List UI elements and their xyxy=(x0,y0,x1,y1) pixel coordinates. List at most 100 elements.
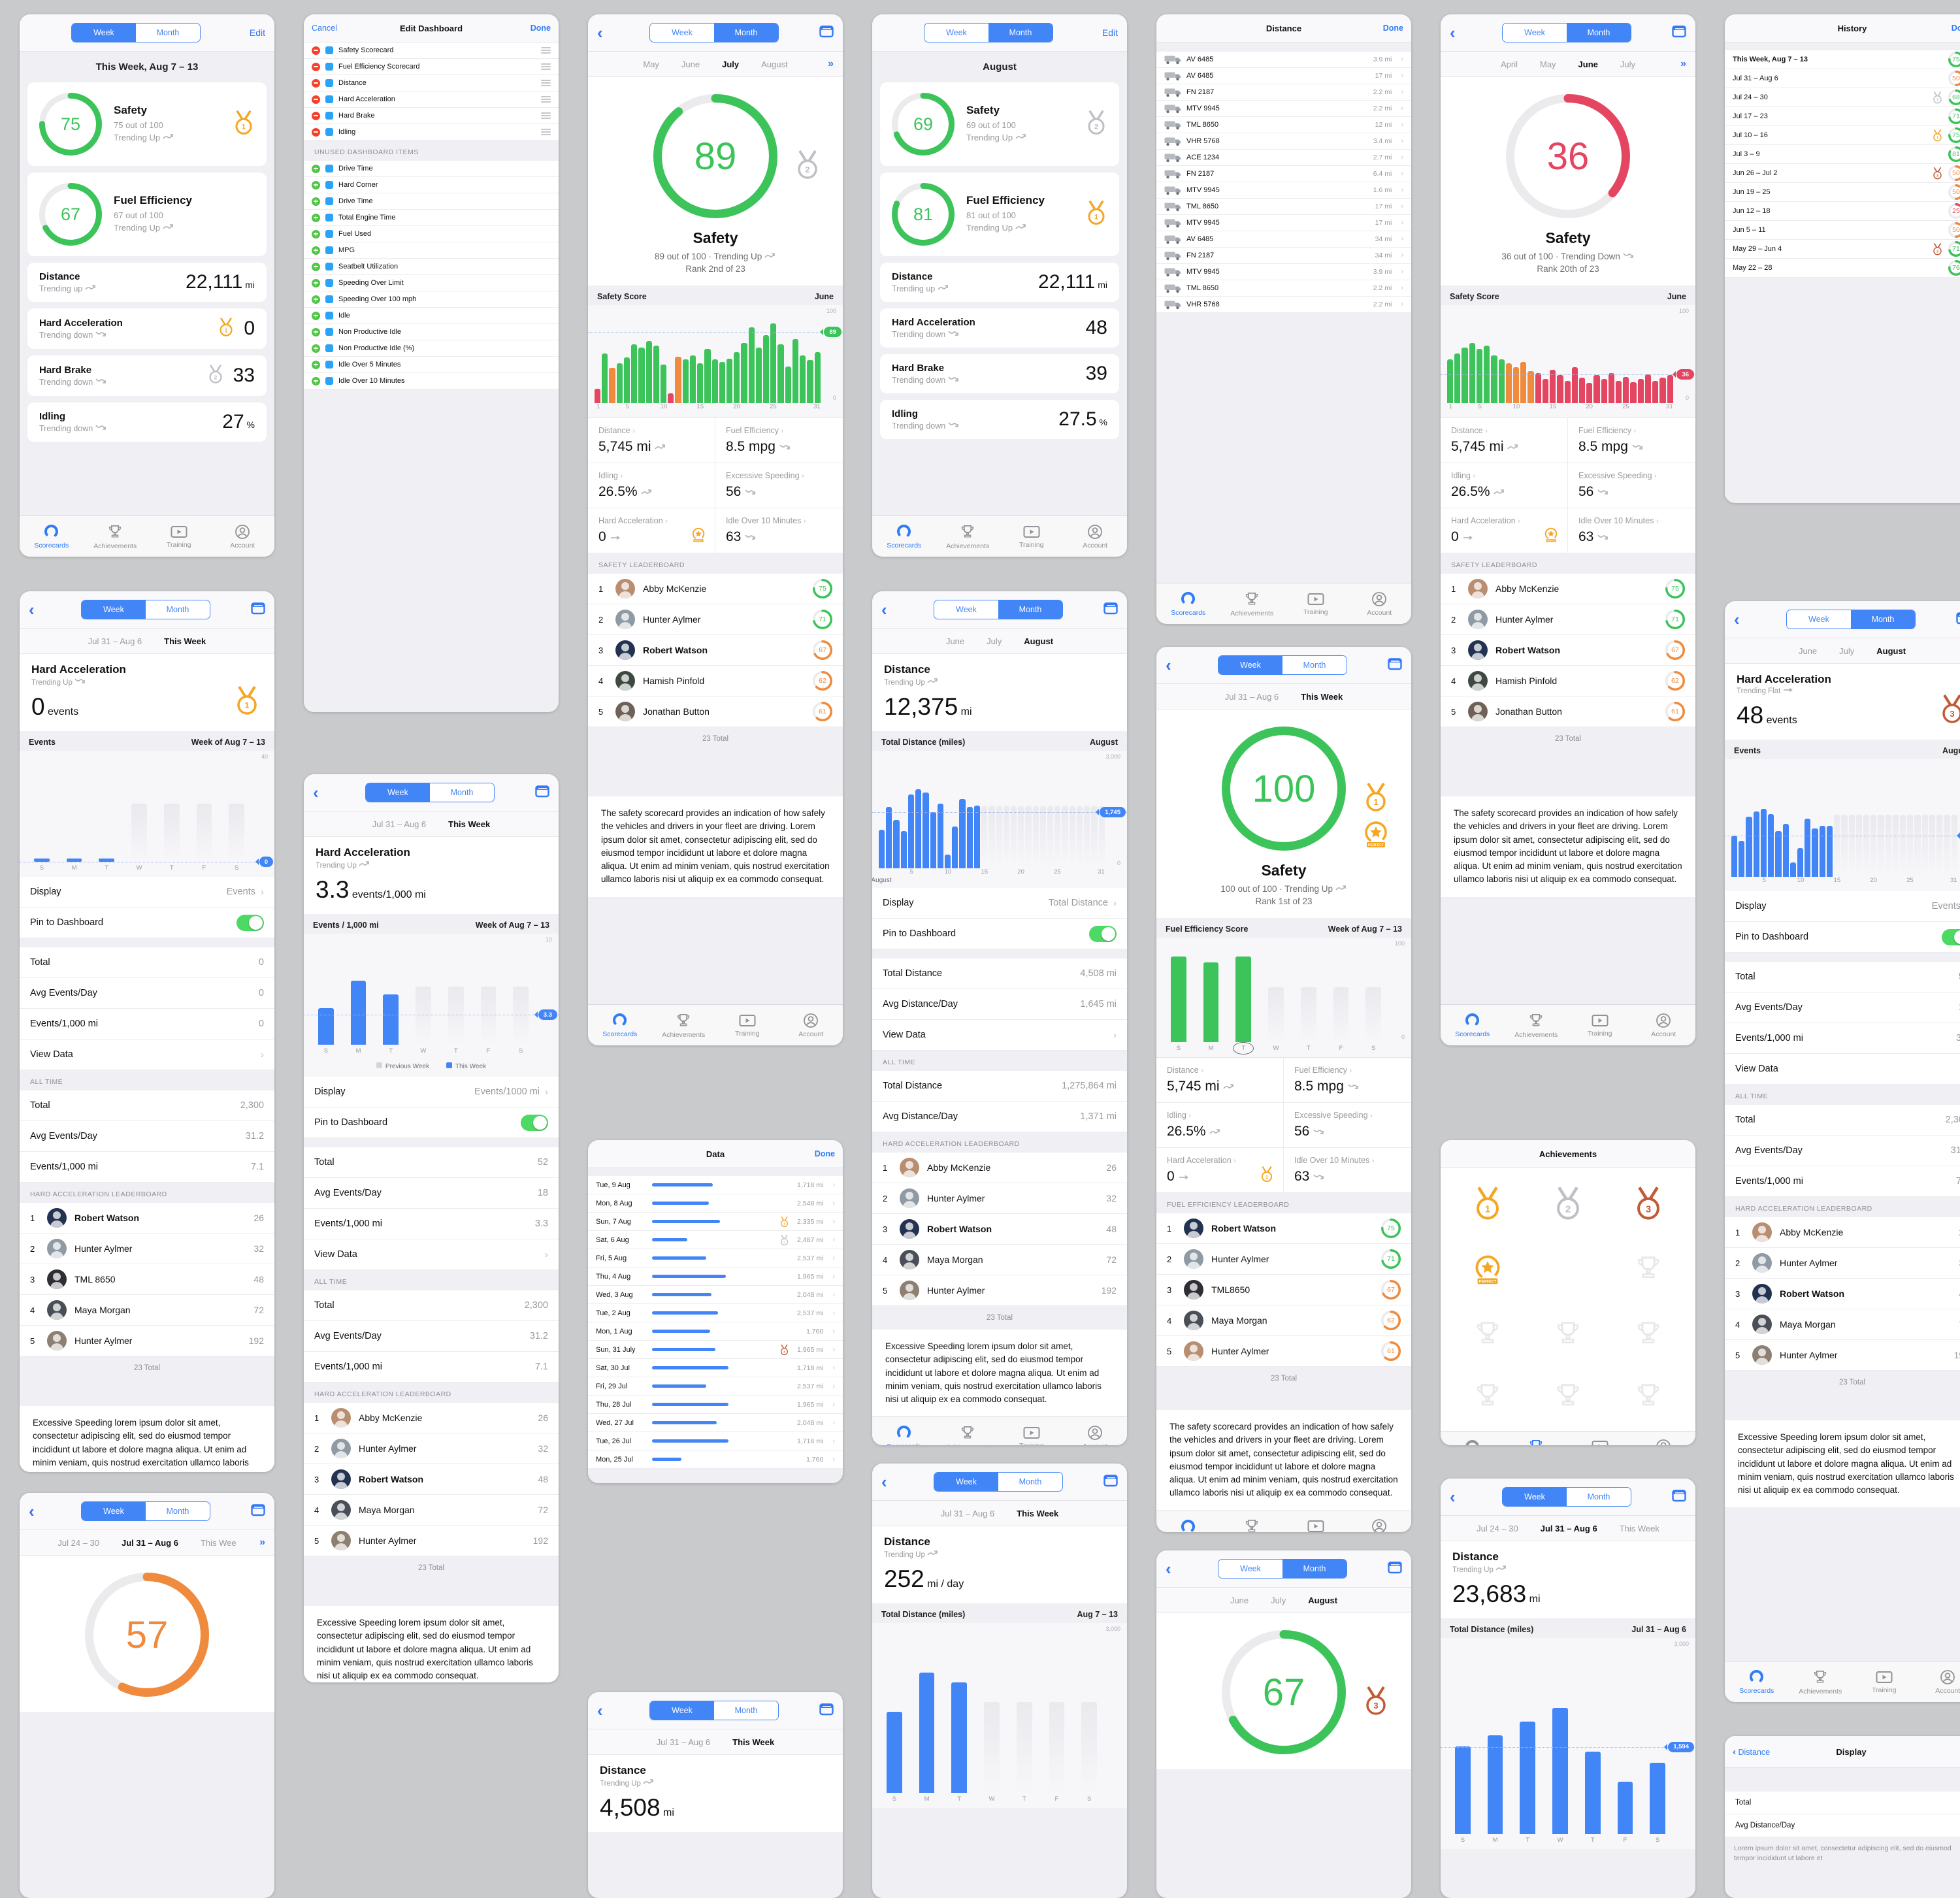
achievement-slot[interactable] xyxy=(1553,1318,1583,1352)
calendar-icon[interactable] xyxy=(1956,612,1960,625)
tab-training[interactable]: Training xyxy=(1852,1661,1916,1702)
done-button[interactable]: Done xyxy=(1940,24,1960,33)
settings-row[interactable]: View Data› xyxy=(304,1239,559,1270)
stat-cell[interactable]: Hard Acceleration ›0 1 xyxy=(1156,1148,1284,1193)
history-row[interactable]: Jul 24 – 30 2 68› xyxy=(1725,88,1960,107)
tab-scorecards[interactable]: Scorecards xyxy=(1725,1661,1789,1702)
back-to-distance[interactable]: ‹ Distance xyxy=(1733,1746,1770,1758)
calendar-icon[interactable] xyxy=(535,785,549,798)
toggle-week[interactable]: Week xyxy=(1503,1488,1567,1506)
toggle-week[interactable]: Week xyxy=(924,24,988,42)
pager-item[interactable]: May xyxy=(643,59,659,69)
add-icon[interactable] xyxy=(312,328,320,336)
achievement-slot[interactable]: 1 xyxy=(1473,1185,1503,1224)
toggle-week[interactable]: Week xyxy=(650,1701,714,1720)
add-icon[interactable] xyxy=(312,279,320,287)
stat-cell[interactable]: Fuel Efficiency ›8.5 mpg xyxy=(715,418,843,463)
tab-scorecards[interactable]: Scorecards xyxy=(1156,583,1220,624)
history-row[interactable]: Jul 31 – Aug 6 50› xyxy=(1725,69,1960,88)
back-button[interactable]: ‹ xyxy=(1166,658,1177,672)
pager-item[interactable]: Jul 31 – Aug 6 xyxy=(1225,692,1279,702)
settings-row[interactable]: View Data› xyxy=(872,1020,1127,1051)
toggle-month[interactable]: Month xyxy=(1282,656,1347,674)
toggle-week[interactable]: Week xyxy=(366,783,430,802)
tab-account[interactable]: Account xyxy=(1632,1005,1696,1045)
done-button[interactable]: Done xyxy=(1372,24,1403,33)
toggle-week[interactable]: Week xyxy=(1218,1560,1282,1578)
back-button[interactable]: ‹ xyxy=(597,25,609,40)
pager-item[interactable]: August xyxy=(1024,636,1053,646)
calendar-icon[interactable] xyxy=(1103,602,1118,615)
pager-forward-icon[interactable]: » xyxy=(828,58,834,70)
toggle-month[interactable]: Month xyxy=(988,24,1053,42)
data-row[interactable]: Fri, 5 Aug 2,537 mi› xyxy=(588,1249,843,1268)
back-button[interactable]: ‹ xyxy=(29,1504,41,1518)
data-row[interactable]: Fri, 29 Jul 2,537 mi› xyxy=(588,1377,843,1396)
tab-achievements[interactable]: Achievements xyxy=(1505,1432,1569,1445)
pager-item[interactable]: July xyxy=(987,636,1002,646)
calendar-icon[interactable] xyxy=(1388,1561,1402,1574)
settings-row[interactable]: Avg Distance/Day✓ xyxy=(1725,1814,1960,1837)
tab-achievements[interactable]: Achievements xyxy=(652,1005,716,1045)
nav-right-link[interactable]: Edit xyxy=(1102,27,1118,38)
remove-icon[interactable] xyxy=(312,112,320,120)
calendar-icon[interactable] xyxy=(819,1703,834,1716)
calendar-icon[interactable] xyxy=(251,1503,265,1516)
pager-item[interactable]: This Week xyxy=(1620,1524,1659,1533)
add-icon[interactable] xyxy=(312,181,320,189)
history-row[interactable]: This Week, Aug 7 – 13 75› xyxy=(1725,50,1960,69)
back-button[interactable]: ‹ xyxy=(597,1703,609,1718)
stat-cell[interactable]: Fuel Efficiency ›8.5 mpg xyxy=(1568,418,1695,463)
pager-item[interactable]: August xyxy=(1308,1595,1337,1605)
stat-cell[interactable]: Excessive Speeding ›56 xyxy=(1284,1103,1411,1148)
drag-handle-icon[interactable] xyxy=(541,96,551,103)
add-icon[interactable] xyxy=(312,312,320,320)
edit-list-row[interactable]: Total Engine Time xyxy=(304,210,559,226)
edit-list-row[interactable]: Hard Acceleration xyxy=(304,91,559,108)
pager-item[interactable]: Jul 24 – 30 xyxy=(1477,1524,1518,1533)
edit-list-row[interactable]: Drive Time xyxy=(304,193,559,210)
toggle-switch-on[interactable] xyxy=(521,1115,548,1131)
tab-training[interactable]: Training xyxy=(1000,516,1064,557)
calendar-button[interactable] xyxy=(1672,25,1686,41)
calendar-button[interactable] xyxy=(1103,1474,1118,1490)
edit-list-row[interactable]: Distance xyxy=(304,75,559,91)
tab-achievements[interactable]: Achievements xyxy=(1789,1661,1853,1702)
stat-cell[interactable]: Distance ›5,745 mi xyxy=(1156,1058,1284,1103)
history-row[interactable]: Jul 3 – 9 81› xyxy=(1725,145,1960,164)
calendar-icon[interactable] xyxy=(819,25,834,38)
stat-cell[interactable]: Excessive Speeding ›56 xyxy=(1568,463,1695,508)
stat-cell[interactable]: Idling ›26.5% xyxy=(1156,1103,1284,1148)
tab-training[interactable]: Training xyxy=(1568,1005,1632,1045)
back-button[interactable]: ‹ xyxy=(881,1475,893,1489)
history-row[interactable]: Jun 12 – 18 25› xyxy=(1725,202,1960,221)
pager-item[interactable]: June xyxy=(1578,59,1598,69)
drag-handle-icon[interactable] xyxy=(541,80,551,86)
achievement-slot[interactable]: 3 xyxy=(1633,1185,1663,1224)
